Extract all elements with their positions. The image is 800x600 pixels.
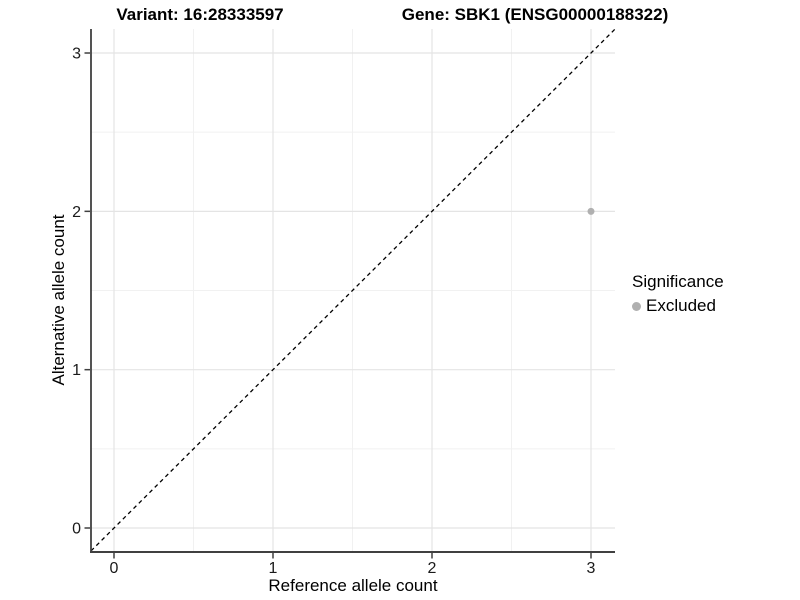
- x-tick-label: 3: [587, 560, 596, 577]
- legend-item-excluded: Excluded: [632, 296, 724, 316]
- x-tick-label: 2: [428, 560, 437, 577]
- plot-title-variant: Variant: 16:28333597: [116, 5, 284, 24]
- legend: Significance Excluded: [632, 272, 724, 316]
- y-tick-label: 3: [72, 46, 81, 63]
- x-tick-label: 1: [269, 560, 278, 577]
- x-axis-label: Reference allele count: [268, 576, 438, 595]
- x-tick-label: 0: [110, 560, 119, 577]
- data-point: [587, 207, 595, 215]
- identity-dashed-line: [90, 28, 616, 552]
- legend-item-label: Excluded: [646, 296, 716, 315]
- y-axis-label: Alternative allele count: [49, 214, 68, 386]
- y-tick-label: 2: [72, 204, 81, 221]
- y-tick-label: 1: [72, 362, 81, 379]
- legend-point-icon: [632, 301, 641, 311]
- legend-title: Significance: [632, 272, 724, 291]
- plot-title-gene: Gene: SBK1 (ENSG00000188322): [401, 5, 669, 24]
- y-tick-label: 0: [72, 521, 81, 538]
